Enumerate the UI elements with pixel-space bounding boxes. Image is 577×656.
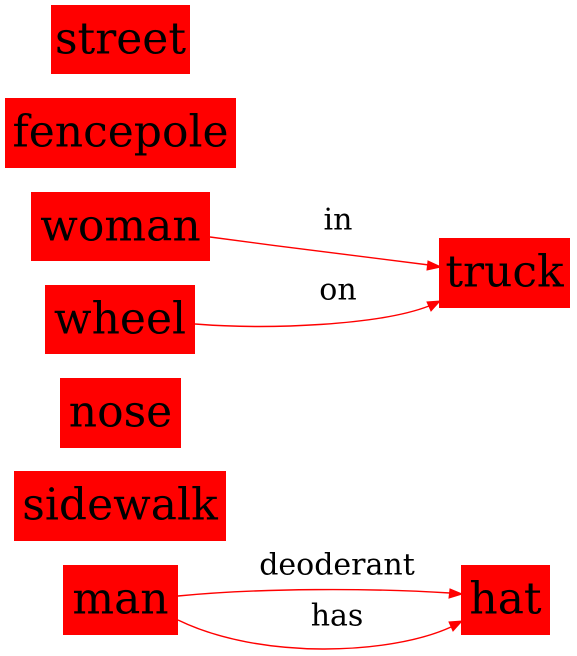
edge-woman-truck-label: in [324,203,353,238]
node-hat[interactable]: hat [461,565,550,635]
edge-man-hat-deoderant-label: deoderant [259,548,415,583]
edge-wheel-truck-label: on [319,273,356,308]
node-man-label: man [72,574,168,625]
node-fencepole-label: fencepole [12,107,228,158]
edge-man-hat-has-arrowhead [448,620,464,632]
node-man[interactable]: man [63,565,178,635]
node-woman[interactable]: woman [31,192,210,261]
edge-man-has-hat[interactable]: has [177,599,464,650]
node-truck[interactable]: truck [439,238,570,308]
node-fencepole[interactable]: fencepole [5,98,236,168]
node-hat-label: hat [469,574,542,625]
node-sidewalk-label: sidewalk [22,480,218,531]
edge-man-hat-deoderant-arrowhead [448,588,464,599]
edge-man-hat-has-line [177,619,452,650]
edge-wheel-on-truck[interactable]: on [194,273,442,328]
edge-woman-truck-arrowhead [426,260,443,271]
node-nose[interactable]: nose [60,378,181,448]
node-nose-label: nose [69,387,172,438]
edge-wheel-truck-arrowhead [426,300,442,312]
edge-man-hat-deoderant-line [177,588,451,597]
node-sidewalk[interactable]: sidewalk [14,471,226,541]
node-woman-label: woman [40,201,200,252]
edge-man-deoderant-hat[interactable]: deoderant [177,548,464,599]
edge-man-hat-has-label: has [311,599,364,634]
node-wheel-label: wheel [54,294,186,345]
edge-wheel-truck-line [194,305,430,328]
node-truck-label: truck [445,247,564,298]
node-street-label: street [55,14,186,65]
edge-woman-in-truck[interactable]: in [209,203,443,271]
node-street[interactable]: street [51,5,190,74]
node-wheel[interactable]: wheel [45,285,195,354]
edge-woman-truck-line [209,236,430,266]
